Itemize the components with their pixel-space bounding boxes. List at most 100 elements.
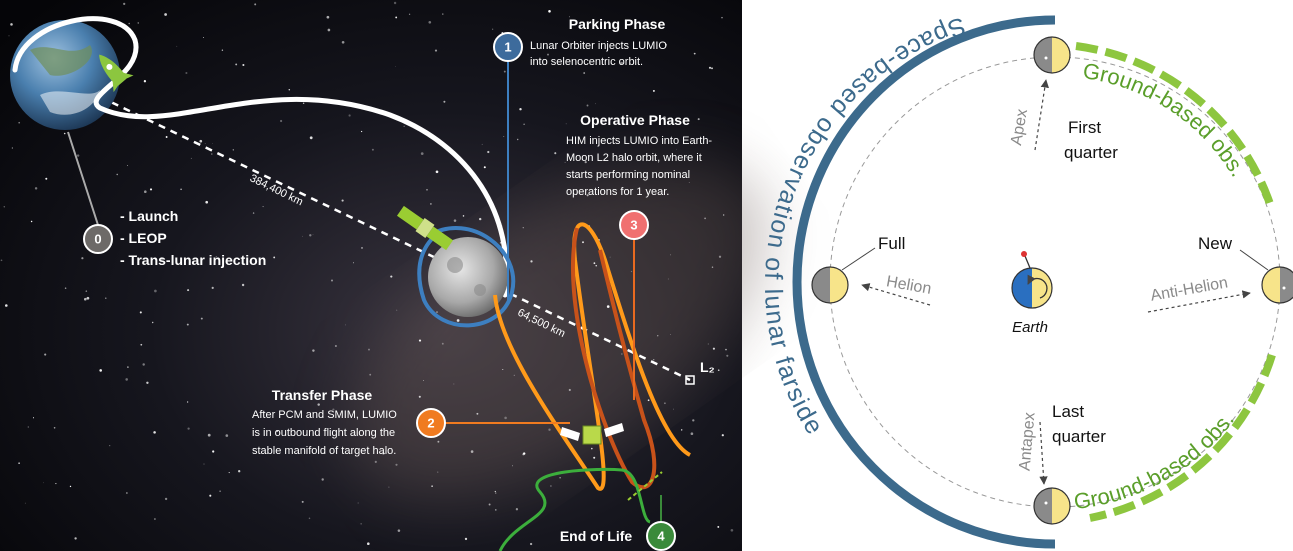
star [242,63,245,67]
earth-clouds [40,90,100,115]
star [554,152,557,155]
star [488,503,491,506]
moon-last-quarter [1033,487,1071,525]
star [456,319,460,322]
direction-label: Apex [1008,108,1031,147]
moon-first-quarter [1033,36,1071,74]
end-of-life-trajectory [498,467,651,551]
star [128,22,130,25]
star [418,339,422,342]
star [420,152,424,155]
star [360,130,363,133]
direction-arrow [1039,421,1048,485]
star [711,266,714,268]
star [692,419,695,422]
star [434,49,438,52]
star [186,323,189,326]
star [288,89,291,91]
rocket [99,54,134,93]
star [369,373,372,376]
star [697,118,700,121]
star [69,485,72,488]
star [143,80,147,83]
phase-description: stable manifold of target halo. [252,445,396,457]
moon-crater [447,257,463,273]
star [153,431,156,434]
star [185,71,188,75]
phase-number: 1 [504,40,511,55]
phase-title: End of Life [560,528,633,544]
parking-orbit [417,226,516,328]
star [18,121,21,124]
star [529,542,533,546]
star [42,482,44,484]
star [453,383,455,385]
star [403,125,405,127]
star [431,485,433,487]
star [586,104,589,107]
star [382,452,385,455]
phase-description: Moon L2 halo orbit, where it [566,152,702,164]
star [209,494,212,497]
star [312,349,315,352]
star [321,478,324,481]
star [664,402,666,405]
star [262,206,264,208]
star [24,502,26,504]
star [368,348,370,351]
star [341,40,345,44]
star [652,89,655,92]
phase-number: 2 [427,416,434,431]
milky-way [351,160,769,500]
star [199,139,203,143]
star [657,335,659,337]
phase-number: 3 [630,218,637,233]
star [708,66,712,69]
star [204,143,206,144]
phase-description: operations for 1 year. [566,186,669,198]
star [144,190,147,193]
star [3,206,6,208]
phase-badge [416,408,446,438]
star [717,525,720,528]
star [302,235,303,237]
star [676,148,677,150]
star [0,259,3,262]
star [374,460,377,463]
star [302,102,305,105]
star [494,490,496,493]
star [18,462,20,464]
phase-label: quarter [1064,143,1118,162]
star [142,363,145,366]
phase-description: starts performing nominal [566,169,690,181]
star [81,257,84,260]
earth-label: Earth [1012,319,1048,336]
star [334,344,337,348]
leader-line [841,247,876,271]
star [126,492,128,494]
star [353,262,354,264]
star [317,403,320,406]
star [109,445,111,447]
moon [428,237,508,317]
phase-badge [646,521,676,551]
phase-description: Lunar Orbiter injects LUMIO [530,40,667,52]
star [548,10,551,13]
phase-label: quarter [1052,427,1106,446]
phase-title: Parking Phase [569,16,666,32]
phase-label: Last [1052,402,1084,421]
observation-panel: Space-based observation of lunar farside… [759,11,1293,549]
star [559,477,561,479]
star [495,492,497,494]
phase-badge [83,224,113,254]
star [219,490,221,493]
star [437,440,440,443]
halo-orbit [493,222,692,491]
phase-number: 4 [657,529,665,544]
lunar-orbiter [396,205,454,251]
star [164,497,168,501]
star [435,170,439,174]
star [225,434,229,437]
direction-label: Antapex [1016,412,1038,472]
star [55,483,57,485]
